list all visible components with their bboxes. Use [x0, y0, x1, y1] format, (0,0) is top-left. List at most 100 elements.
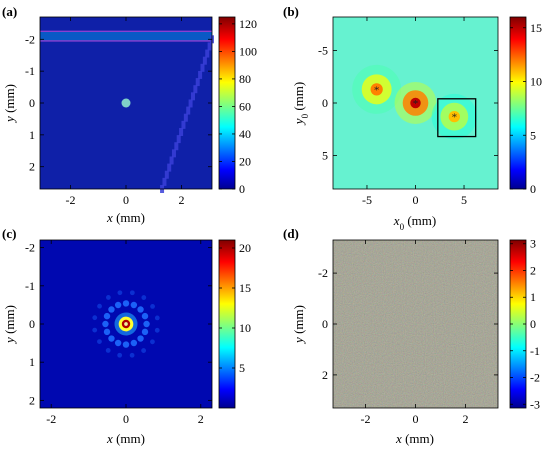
y-axis-var-b: y	[291, 118, 306, 126]
y-tick-label: -1	[25, 64, 35, 78]
spoke-lobe-outer	[97, 303, 102, 309]
band-artifact	[40, 30, 212, 42]
spoke-lobe-outer	[141, 348, 147, 353]
spoke-lobe-outer	[105, 295, 111, 300]
spoke-lobe	[130, 301, 138, 309]
y-axis-unit-b: (mm)	[291, 82, 306, 114]
spoke-lobe-outer	[92, 315, 98, 321]
spoke-lobe-outer	[154, 315, 160, 321]
colorbar-c: 5 10 15 20	[218, 239, 251, 409]
spoke-lobe	[108, 335, 115, 342]
diagonal-artifact-segment	[164, 170, 169, 179]
x-axis-unit-b: (mm)	[404, 213, 436, 228]
bright-spot	[121, 98, 131, 108]
spoke-lobe	[122, 300, 130, 307]
y-tick-label: -5	[318, 44, 328, 58]
diagonal-artifact-segment	[200, 63, 205, 72]
y-ticks-c: -2 -1 0 1 2	[25, 241, 212, 407]
spoke-lobe-outer	[97, 339, 102, 345]
y-axis-label-b: y0 (mm)	[291, 82, 310, 126]
diagonal-artifact-segment	[193, 85, 198, 94]
y-tick-label: 0	[322, 96, 328, 110]
x-tick-label: 2	[463, 412, 469, 426]
diagonal-artifact-segment	[205, 49, 210, 58]
heatmap-d	[333, 240, 498, 408]
x-tick-label: 5	[461, 193, 467, 207]
y-tick-label: 0	[29, 317, 35, 331]
spoke-lobe	[137, 335, 144, 342]
y-tick-label: -2	[25, 32, 35, 46]
colorbar-tick-label: 10	[530, 75, 542, 89]
spot-core	[410, 97, 421, 109]
y-tick-label: 2	[29, 160, 35, 174]
spoke-lobe-outer	[154, 327, 160, 333]
y-tick-label: 0	[322, 317, 328, 331]
colorbar-tick-label: -3	[530, 397, 540, 411]
diagonal-artifact-segment	[195, 78, 200, 87]
colorbar-tick-label: 15	[239, 281, 251, 295]
selection-box	[437, 98, 477, 138]
colorbar-tick-label: 2	[530, 263, 536, 277]
x-tick-label: 0	[123, 412, 129, 426]
diagonal-artifact-segment	[176, 135, 181, 144]
y-axis-var-d: y	[291, 337, 306, 345]
y-tick-label: 1	[29, 128, 35, 142]
ring-spot	[114, 312, 138, 336]
heatmap-a	[40, 17, 214, 193]
colorbar-b-gradient	[509, 16, 527, 190]
x-ticks-c: -2 0 2	[46, 240, 204, 426]
spoke-lobe	[114, 339, 122, 347]
spoke-lobe	[141, 328, 149, 336]
y-ticks-d: -2 0 2	[318, 266, 498, 382]
x-axis-label-c: x (mm)	[106, 431, 145, 446]
x-axis-var-c: x	[106, 431, 113, 446]
spoke-lobe	[143, 320, 150, 328]
colorbar-tick-label: 60	[239, 99, 251, 113]
colorbar-tick-label: 5	[530, 128, 536, 142]
spot-star-marker: *	[374, 84, 380, 96]
diagonal-artifact-segment	[179, 127, 184, 136]
y-axis-sub-b: 0	[300, 113, 310, 118]
colorbar-tick-label: 20	[239, 154, 251, 168]
x-axis-var-b: x	[393, 213, 400, 228]
x-axis-label-b: x0 (mm)	[393, 213, 436, 232]
x-tick-label: -2	[66, 193, 76, 207]
x-axis-label-a: x (mm)	[106, 210, 145, 225]
spot-core	[370, 83, 383, 96]
spoke-lobe-outer	[92, 327, 98, 333]
colorbar-tick-label: 120	[239, 17, 257, 31]
spot-star-marker: *	[452, 112, 458, 124]
spoke-lobe	[103, 312, 111, 320]
y-ticks-a: -2 -1 0 1 2	[25, 32, 212, 174]
x-tick-label: 2	[198, 412, 204, 426]
y-tick-label: 1	[29, 355, 35, 369]
x-tick-label: -5	[362, 193, 372, 207]
colorbar-tick-label: 0	[530, 317, 536, 331]
colorbar-d-ticks: -3 -2 -1 0 1 2 3	[510, 237, 540, 411]
x-axis-var-a: x	[106, 210, 113, 225]
colorbar-tick-label: 1	[530, 290, 536, 304]
phase-noise	[333, 240, 498, 408]
spoke-lobe	[108, 306, 115, 313]
y-tick-label: -2	[318, 266, 328, 280]
x-axis-sub-b: 0	[400, 222, 405, 232]
y-tick-label: 5	[322, 148, 328, 162]
spoke-lobe-outer	[117, 290, 123, 296]
spoke-lobe	[103, 328, 111, 336]
y-axis-var-a: y	[2, 116, 17, 124]
diagonal-artifact-segment	[181, 120, 186, 129]
y-tick-label: 2	[29, 393, 35, 407]
spoke-lobe	[114, 301, 122, 309]
heatmap-b: * * *	[333, 17, 498, 189]
panel-a: -2 0 2 -2 -1 0 1 2 (a) x (mm) y (mm) 0 20 40 60 80…	[2, 4, 257, 225]
band-fill	[40, 31, 212, 41]
colorbar-b-ticks: 0 5 10 15	[510, 21, 542, 196]
colorbar-b: 0 5 10 15	[509, 16, 542, 196]
y-axis-label-c: y (mm)	[2, 305, 17, 345]
source-spots: * * *	[352, 64, 478, 140]
colorbar-tick-label: -1	[530, 344, 540, 358]
spoke-lobe-outer	[117, 352, 123, 358]
colorbar-tick-label: 40	[239, 127, 251, 141]
colorbar-tick-label: 100	[239, 44, 257, 58]
